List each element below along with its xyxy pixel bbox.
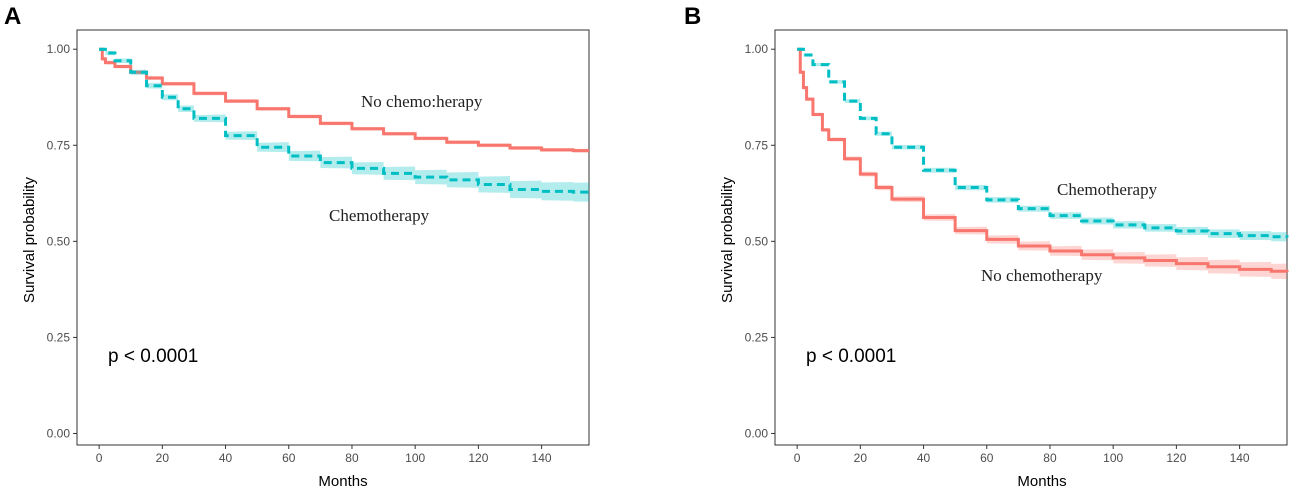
y-tick-label: 0.00 <box>745 426 769 440</box>
survival-line-no-chemotherapy-b <box>797 47 1289 273</box>
series-label-no-chemotherapy-a: No chemo:herapy <box>361 92 483 111</box>
p-value-a: p < 0.0001 <box>108 346 198 367</box>
x-tick-label: 80 <box>345 451 359 465</box>
x-tick-label: 100 <box>1103 451 1123 465</box>
y-tick-label: 0.25 <box>745 330 769 344</box>
plot-area-a: 0.00 0.25 0.50 0.75 1.00 0 20 40 60 80 100 120 140 <box>47 29 590 465</box>
x-tick-label: 0 <box>794 451 801 465</box>
survival-line-no-chemotherapy-a <box>99 47 589 153</box>
x-tick-label: 100 <box>405 451 425 465</box>
x-tick-label: 120 <box>468 451 488 465</box>
y-tick-label: 0.50 <box>745 234 769 248</box>
x-axis-title-b: Months <box>1017 473 1066 487</box>
ci-band-chemotherapy-a <box>99 49 590 202</box>
survival-line-chemotherapy-b <box>797 47 1289 239</box>
y-axis-title-b: Survival probability <box>719 177 736 303</box>
survival-line-chemotherapy-a <box>99 47 589 194</box>
y-tick-label: 0.00 <box>47 426 71 440</box>
panel-b: 0.00 0.25 0.50 0.75 1.00 0 20 40 60 80 100 120 140 B… <box>684 3 1289 487</box>
y-tick-label: 0.25 <box>47 330 71 344</box>
x-tick-label: 20 <box>854 451 868 465</box>
plot-area-b: 0.00 0.25 0.50 0.75 1.00 0 20 40 60 80 100 120 140 <box>745 29 1289 465</box>
x-tick-label: 20 <box>156 451 170 465</box>
x-tick-label: 80 <box>1043 451 1057 465</box>
panel-label-b: B <box>684 3 701 30</box>
x-tick-label: 120 <box>1166 451 1186 465</box>
ci-band-no-chemotherapy-a <box>99 49 590 153</box>
panel-a: 0.00 0.25 0.50 0.75 1.00 0 20 40 60 80 100 120 140 A… <box>4 3 590 487</box>
x-tick-label: 140 <box>532 451 552 465</box>
x-tick-label: 60 <box>980 451 994 465</box>
series-label-chemotherapy-a: Chemotherapy <box>329 206 430 225</box>
plot-frame-a <box>76 29 590 446</box>
series-label-chemotherapy-b: Chemotherapy <box>1057 180 1158 199</box>
y-axis-title-a: Survival probability <box>21 177 38 303</box>
x-axis-title-a: Months <box>318 473 367 487</box>
y-tick-label: 0.50 <box>47 234 71 248</box>
series-label-no-chemotherapy-b: No chemotherapy <box>981 266 1103 285</box>
y-tick-label: 1.00 <box>47 42 71 56</box>
y-tick-label: 1.00 <box>745 42 769 56</box>
x-tick-label: 40 <box>219 451 233 465</box>
x-tick-label: 40 <box>917 451 931 465</box>
x-tick-label: 0 <box>96 451 103 465</box>
y-tick-label: 0.75 <box>47 138 71 152</box>
x-tick-label: 140 <box>1230 451 1250 465</box>
p-value-b: p < 0.0001 <box>806 346 896 367</box>
ci-band-chemotherapy-b <box>797 49 1287 243</box>
y-tick-label: 0.75 <box>745 138 769 152</box>
panel-label-a: A <box>4 3 21 30</box>
x-tick-label: 60 <box>282 451 296 465</box>
